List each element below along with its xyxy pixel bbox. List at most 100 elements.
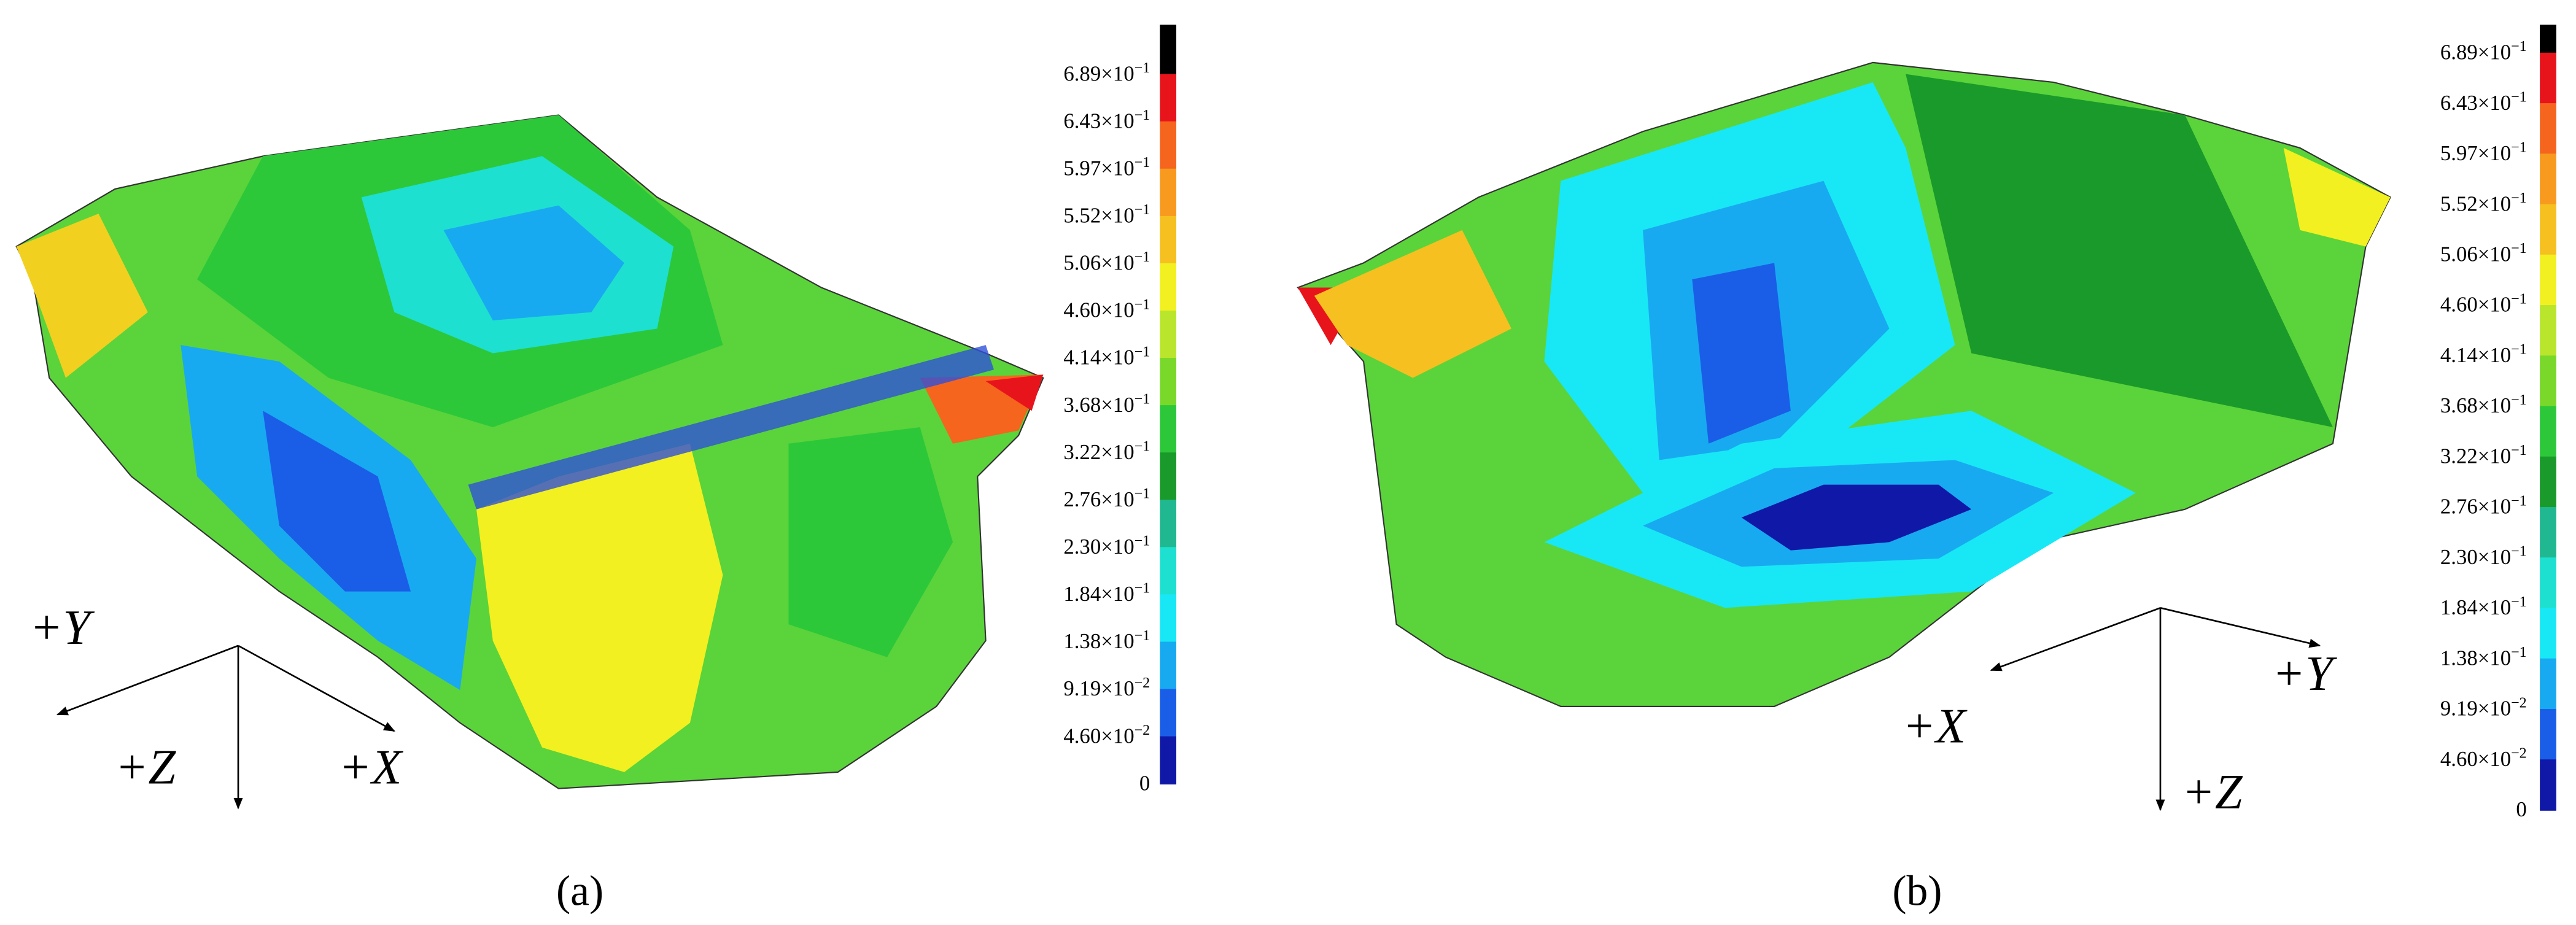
colorbar-label: 2.76×10−1 [1063, 486, 1150, 511]
label-base: 9.19×10 [1063, 676, 1134, 700]
colorbar-segment [1160, 168, 1177, 217]
label-exponent: −1 [2511, 443, 2527, 459]
colorbar-label: 1.84×10−1 [2440, 594, 2527, 619]
label-base: 5.97×10 [2440, 141, 2511, 165]
label-base: 5.52×10 [1063, 204, 1134, 228]
colorbar-segment [1160, 500, 1177, 548]
label-exponent: −1 [1135, 296, 1150, 312]
colorbar-segment [2540, 557, 2556, 609]
label-exponent: −1 [1135, 628, 1150, 644]
colorbar-segment [2540, 759, 2556, 811]
colorbar-label: 3.22×10−1 [1063, 439, 1150, 464]
label-base: 2.76×10 [2440, 495, 2511, 519]
axis-label: +Z [2182, 765, 2243, 819]
label-base: 5.52×10 [2440, 192, 2511, 215]
label-base: 6.89×10 [1063, 61, 1134, 85]
label-exponent: −1 [2511, 89, 2527, 105]
colorbar-label: 1.84×10−1 [1063, 581, 1150, 606]
label-exponent: −1 [1135, 107, 1150, 123]
label-exponent: −2 [2511, 695, 2527, 711]
colorbar-segment [1160, 215, 1177, 265]
colorbar-label: 6.43×10−1 [1063, 107, 1150, 133]
label-base: 3.68×10 [2440, 393, 2511, 417]
colorbar-label: 2.30×10−1 [1063, 533, 1150, 559]
colorbar-segment [2540, 708, 2556, 761]
colorbar-label: 9.19×10−2 [2440, 695, 2527, 720]
colorbar-segment [1160, 25, 1177, 75]
label-base: 3.22×10 [2440, 444, 2511, 468]
colorbar-label: 4.60×10−1 [1063, 296, 1150, 322]
label-base: 6.43×10 [1063, 109, 1134, 133]
colorbar-segment [2540, 456, 2556, 508]
label-base: 2.76×10 [1063, 487, 1134, 511]
label-exponent: −1 [1135, 155, 1150, 171]
caption: (a) [556, 868, 603, 915]
colorbar-segment [1160, 121, 1177, 170]
colorbar-label: 5.06×10−1 [2440, 241, 2527, 266]
label-exponent: −1 [1135, 391, 1150, 407]
colorbar-segment [1160, 405, 1177, 454]
model-a [15, 114, 1044, 789]
label-exponent: −1 [2511, 544, 2527, 560]
colorbar-label: 3.68×10−1 [2440, 392, 2527, 417]
colorbar-segment [1160, 641, 1177, 690]
colorbar-segment [2540, 305, 2556, 357]
label-exponent: −2 [2511, 746, 2527, 762]
colorbar-label: 6.89×10−1 [1063, 60, 1150, 85]
colorbar-segment [1160, 736, 1177, 784]
colorbar-segment [1160, 547, 1177, 595]
label-exponent: −1 [2511, 342, 2527, 358]
label-exponent: −1 [2511, 190, 2527, 206]
label-base: 4.60×10 [1063, 298, 1134, 322]
label-exponent: −1 [2511, 644, 2527, 660]
label-exponent: −2 [1135, 675, 1150, 691]
colorbar-label: 5.52×10−1 [1063, 202, 1150, 227]
colorbar-label: 4.60×10−2 [1063, 722, 1150, 748]
colorbar-label: 5.97×10−1 [2440, 140, 2527, 165]
label-exponent: −1 [2511, 493, 2527, 509]
label-base: 1.84×10 [2440, 595, 2511, 619]
colorbar-segment [1160, 263, 1177, 312]
colorbar-segment [1160, 452, 1177, 501]
colorbar-label: 0 [1139, 771, 1150, 795]
colorbar-segment [1160, 358, 1177, 406]
label-exponent: −1 [1135, 249, 1150, 265]
label-base: 4.14×10 [1063, 346, 1134, 370]
colorbar-label: 4.60×10−2 [2440, 746, 2527, 771]
model-b [1297, 61, 2392, 707]
colorbar-label: 2.76×10−1 [2440, 493, 2527, 518]
colorbar-segment [2540, 355, 2556, 407]
colorbar-label: 1.38×10−1 [2440, 644, 2527, 670]
label-exponent: −1 [2511, 140, 2527, 156]
label-exponent: −1 [2511, 392, 2527, 408]
colorbar-segment [1160, 689, 1177, 737]
label-base: 4.14×10 [2440, 343, 2511, 367]
label-exponent: −1 [2511, 39, 2527, 55]
colorbar-segment [2540, 25, 2556, 54]
colorbar-label: 5.06×10−1 [1063, 249, 1150, 274]
colorbar-segment [2540, 103, 2556, 155]
label-base: 5.06×10 [2440, 242, 2511, 266]
colorbar-segment [2540, 204, 2556, 256]
label-exponent: −1 [1135, 581, 1150, 597]
label-exponent: −1 [1135, 439, 1150, 455]
colorbar-segment [2540, 658, 2556, 710]
colorbar-segment [2540, 153, 2556, 205]
label-base: 0 [2516, 797, 2526, 821]
axes-a: +Y +Z +X [29, 600, 403, 810]
axis-label: +X [1903, 699, 1968, 754]
axes-b: +Y +X +Z [1903, 607, 2337, 819]
label-exponent: −1 [1135, 344, 1150, 360]
colorbar-segment [1160, 594, 1177, 643]
caption: (b) [1892, 868, 1942, 915]
colorbar-segment [2540, 406, 2556, 458]
label-exponent: −1 [2511, 594, 2527, 610]
label-exponent: −1 [1135, 202, 1150, 218]
label-base: 3.22×10 [1063, 440, 1134, 464]
colorbar-label: 3.22×10−1 [2440, 443, 2527, 468]
colorbar-label: 4.14×10−1 [2440, 342, 2527, 367]
colorbar-label: 4.14×10−1 [1063, 344, 1150, 369]
colorbar-segment [2540, 254, 2556, 306]
colorbar-segment [1160, 74, 1177, 123]
axis-label: +Z [115, 740, 176, 795]
